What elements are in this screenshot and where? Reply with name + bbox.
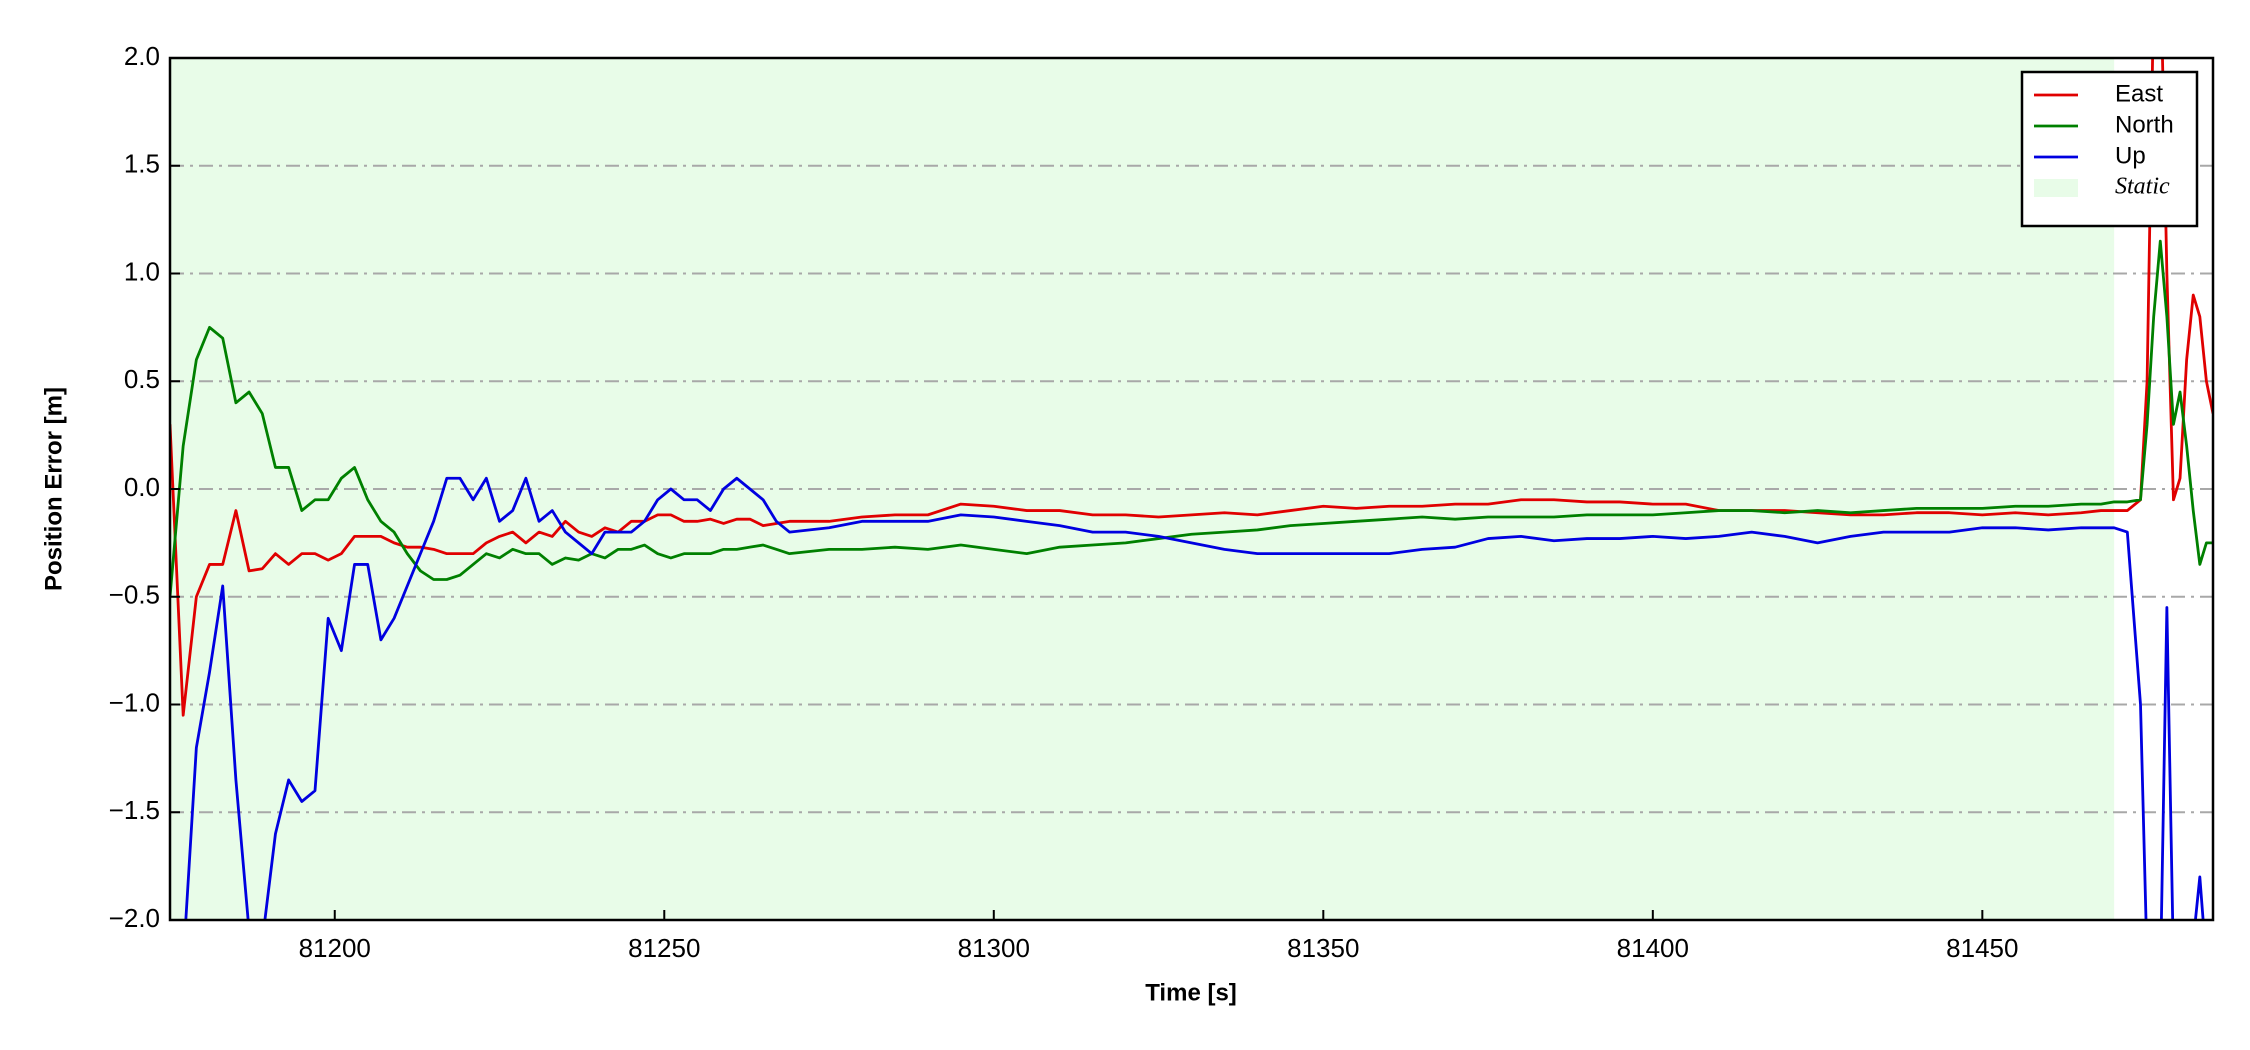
- y-tick-label: 1.5: [124, 149, 160, 179]
- series-line: [170, 239, 2213, 597]
- x-tick-label: 81350: [1287, 933, 1359, 963]
- grid-layer: [170, 164, 2213, 814]
- y-tick-label: −1.5: [109, 795, 160, 825]
- y-tick-label: −0.5: [109, 580, 160, 610]
- x-tick-label: 81300: [958, 933, 1030, 963]
- y-tick-label: 0.0: [124, 472, 160, 502]
- plot-frame: [168, 56, 2215, 922]
- y-tick-label: 1.0: [124, 256, 160, 286]
- x-tick-label: 81250: [628, 933, 700, 963]
- x-tick-label: 81400: [1617, 933, 1689, 963]
- y-tick-label: −2.0: [109, 903, 160, 933]
- legend-label: Static: [2115, 174, 2170, 200]
- y-axis-label: Position Error [m]: [40, 387, 67, 591]
- legend-label: North: [2115, 111, 2174, 138]
- x-tick-label: 81450: [1946, 933, 2018, 963]
- x-tick-label: 81200: [299, 933, 371, 963]
- series-line: [170, 58, 2213, 717]
- legend-label: Up: [2115, 142, 2146, 169]
- y-tick-label: 0.5: [124, 364, 160, 394]
- lines-layer: [170, 58, 2213, 920]
- legend-label: East: [2115, 80, 2163, 107]
- x-axis-label: Time [s]: [1145, 979, 1237, 1006]
- y-tick-label: 2.0: [124, 41, 160, 71]
- axes-layer: −2.0 −1.5 −1.0 −0.5 0.0 0.5 1.0 1.5 2.0 81200 8125…: [109, 41, 2215, 963]
- legend-box: [2020, 70, 2199, 228]
- legend: East North Up Static: [2020, 70, 2199, 228]
- series-line: [184, 476, 2205, 920]
- y-tick-label: −1.0: [109, 687, 160, 717]
- legend-patch: [2034, 179, 2078, 197]
